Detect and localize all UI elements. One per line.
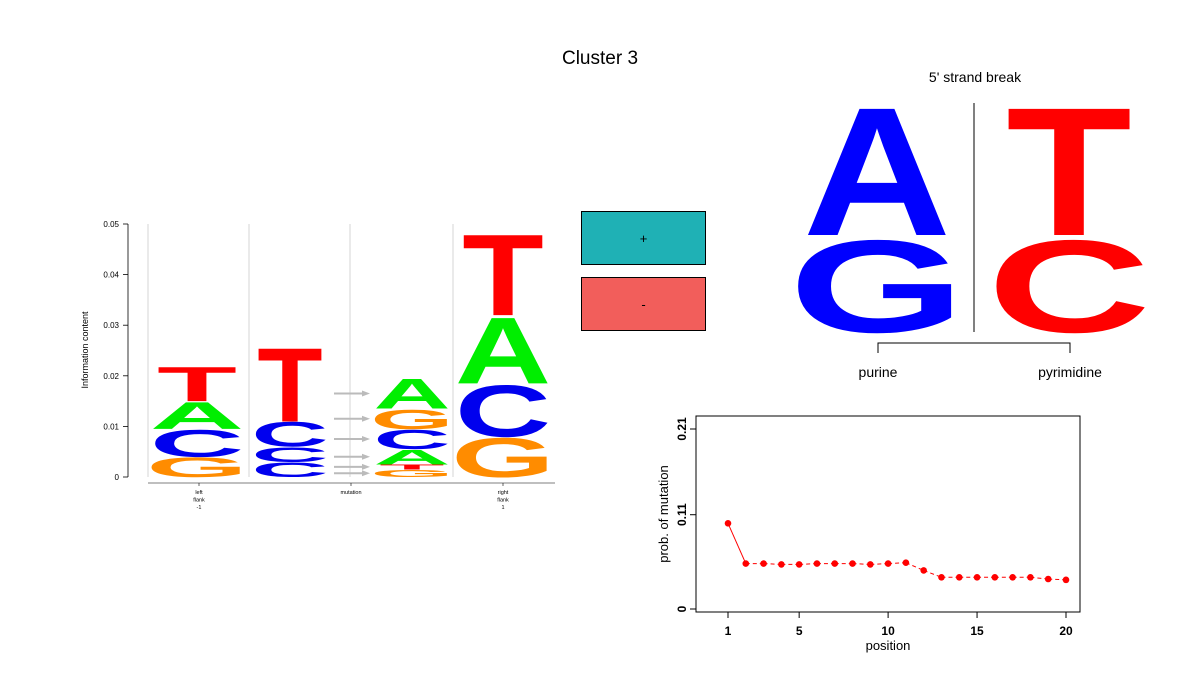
logo-y-label: Information content [80, 311, 90, 389]
plot-x-tick-label: 10 [881, 624, 895, 638]
mutation-arrowhead [362, 390, 370, 397]
mutation-letter-a: A [373, 445, 450, 469]
logo-x-label: 1 [501, 505, 504, 511]
purine-label: purine [858, 364, 898, 380]
plot-point [760, 560, 767, 567]
plot-x-tick-label: 20 [1059, 624, 1073, 638]
pyrimidine-label: pyrimidine [1038, 364, 1102, 380]
logo-y-tick-label: 0.05 [103, 220, 119, 229]
plot-point [1062, 576, 1070, 584]
minus-strand-button[interactable]: - [581, 277, 706, 331]
logo-letter-c: C [455, 369, 551, 452]
plot-x-tick-label: 15 [970, 624, 984, 638]
strand-letter-g: G [789, 213, 965, 360]
plot-point [867, 561, 874, 568]
plot-point [902, 559, 910, 567]
logo-y-tick-label: 0.02 [103, 372, 119, 381]
plot-y-tick-label: 0 [675, 605, 689, 612]
logo-letter-t: T [257, 327, 322, 444]
mutation-letter-t: T [379, 463, 444, 471]
mutation-letter-g: G [371, 468, 454, 480]
strand-letter-c: C [987, 213, 1151, 360]
plot-point [1009, 573, 1016, 581]
strand-bracket [877, 342, 1071, 353]
plot-point [742, 560, 750, 567]
mutation-arrowhead [362, 470, 370, 477]
logo-letter-a: A [150, 394, 244, 437]
strand-break-title: 5' strand break [928, 69, 1022, 85]
mutation-arrowhead [362, 463, 370, 470]
plot-point [920, 567, 927, 574]
logo-letter-c: C [251, 415, 328, 454]
mutation-letter-c: C [373, 424, 450, 456]
logo-letter-c: C [150, 422, 244, 465]
plot-x-tick-label: 1 [725, 624, 732, 638]
plot-point [795, 561, 803, 568]
logo-x-label: right [498, 490, 509, 496]
plot-x-label: position [866, 638, 911, 653]
logo-x-label: -1 [197, 505, 202, 511]
plot-y-tick-label: 0.21 [675, 417, 689, 441]
plot-y-label: prob. of mutation [656, 465, 671, 563]
plot-point [831, 560, 839, 567]
logo-gridlines [147, 224, 555, 484]
plot-point [849, 560, 856, 567]
plot-point [724, 519, 732, 527]
plot-point [1044, 575, 1052, 583]
plot-point [991, 573, 999, 581]
logo-y-tick-label: 0.03 [103, 321, 119, 330]
strand-letter-a: A [803, 70, 951, 274]
mutation-arrowhead [362, 453, 370, 460]
plot-frame [695, 415, 1081, 613]
logo-x-label: flank [193, 498, 205, 504]
plus-strand-label: + [639, 230, 648, 246]
plot-point [938, 573, 945, 581]
plot-points [724, 519, 1070, 584]
plot-point [973, 573, 981, 581]
figure-title: Cluster 3 [561, 48, 639, 69]
plot-point [778, 561, 785, 568]
plot-x-tick-label: 5 [796, 624, 803, 638]
plot-point [813, 560, 821, 567]
plus-strand-button[interactable]: + [581, 211, 706, 265]
logo-y-tick-label: 0.04 [103, 271, 119, 280]
logo-letter-c: C [251, 443, 328, 467]
mutation-letter-g: G [371, 403, 454, 435]
logo-y-axis: 0 0.01 0.02 0.03 0.04 0.05 [103, 220, 129, 482]
logo-x-label: left [195, 490, 203, 496]
minus-strand-label: - [641, 296, 646, 312]
plot-y-tick-label: 0.11 [675, 503, 689, 526]
logo-x-label: mutation [340, 490, 361, 496]
plot-point [1027, 573, 1034, 581]
strand-letter-t: T [1006, 70, 1131, 274]
logo-y-tick-label: 0 [115, 473, 120, 482]
plot-point [884, 560, 892, 567]
logo-letter-g: G [146, 452, 248, 484]
mutation-arrowhead [362, 436, 370, 443]
logo-x-label: flank [497, 498, 509, 504]
logo-y-tick-label: 0.01 [103, 422, 119, 431]
logo-letter-t: T [462, 211, 543, 340]
mutation-arrowhead [362, 415, 370, 422]
logo-letter-a: A [455, 297, 551, 404]
mutation-letter-a: A [373, 371, 450, 418]
mutation-arrows [334, 390, 370, 477]
plot-connector [727, 523, 747, 564]
plot-point [955, 573, 963, 581]
logo-letter-c: C [251, 458, 328, 482]
logo-letter-t: T [157, 357, 237, 412]
logo-letter-g: G [451, 426, 555, 489]
